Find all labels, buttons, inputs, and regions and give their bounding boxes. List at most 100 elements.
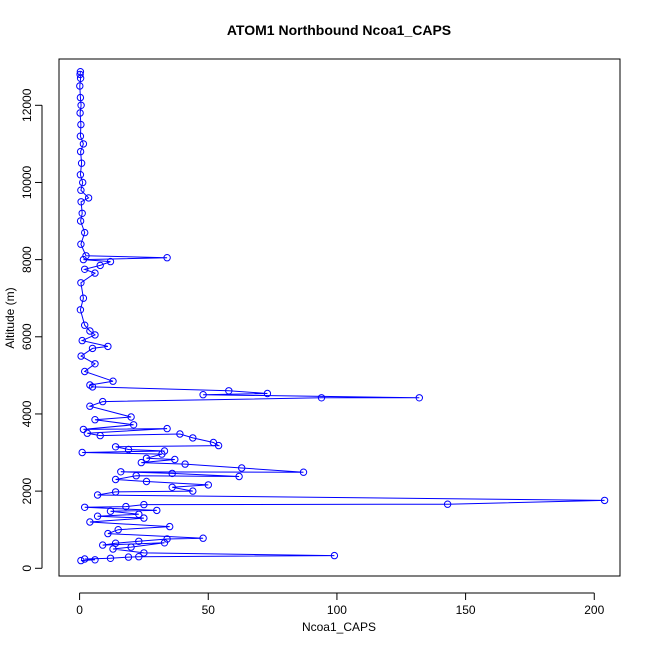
data-point [166, 522, 174, 531]
data-point [158, 450, 166, 458]
data-point [135, 510, 143, 518]
data-point [91, 331, 99, 339]
data-point [91, 556, 99, 564]
data-point [114, 526, 122, 534]
data-point [299, 468, 308, 476]
data-point [79, 140, 88, 148]
data-point [82, 252, 90, 260]
data-point [76, 109, 84, 117]
data-point [163, 424, 171, 433]
data-point [88, 383, 97, 391]
data-point [79, 294, 88, 302]
data-point [77, 198, 85, 206]
data-point [91, 269, 99, 277]
data-point [77, 352, 85, 360]
data-point [77, 159, 86, 167]
data-point [443, 500, 452, 508]
x-tick-label: 150 [456, 603, 476, 617]
data-point [77, 186, 85, 194]
data-point [106, 257, 115, 266]
chart-title: ATOM1 Northbound Ncoa1_CAPS [227, 22, 451, 38]
data-point [81, 367, 89, 376]
x-tick-label: 50 [202, 603, 216, 617]
data-point [238, 464, 246, 472]
data-point [81, 228, 89, 237]
data-point [168, 483, 176, 491]
data-point [122, 502, 130, 511]
data-point [132, 472, 140, 480]
data-point [189, 434, 197, 442]
y-tick-label: 10000 [20, 165, 34, 199]
data-point [124, 445, 133, 454]
data-point [81, 555, 89, 563]
data-point [163, 535, 171, 543]
data-point [235, 472, 243, 481]
data-point [142, 477, 151, 486]
data-point [142, 454, 151, 462]
data-point [171, 455, 179, 464]
data-point [76, 82, 84, 90]
data-point [78, 336, 86, 345]
data-point [76, 306, 85, 314]
data-point [124, 553, 133, 561]
data-point [600, 496, 609, 505]
data-point [76, 74, 85, 83]
data-point [96, 431, 104, 440]
data-point [214, 441, 223, 450]
data-point [127, 543, 135, 551]
data-point [330, 551, 339, 560]
data-point [76, 217, 85, 225]
data-point [140, 549, 148, 557]
data-point [76, 147, 85, 156]
y-tick-label: 6000 [20, 323, 34, 350]
data-point [76, 132, 85, 140]
data-point [77, 120, 85, 129]
data-point [181, 460, 189, 468]
data-point [106, 554, 115, 562]
data-point [91, 416, 99, 424]
y-tick-label: 8000 [20, 246, 34, 273]
data-point [91, 360, 99, 368]
data-point [199, 391, 207, 399]
data-point [225, 387, 233, 395]
data-point [77, 556, 85, 565]
data-point [160, 539, 169, 547]
data-point [263, 389, 272, 398]
data-point [137, 458, 146, 467]
data-point [111, 475, 120, 484]
data-point [168, 469, 176, 478]
data-point [76, 93, 85, 102]
data-point [109, 545, 117, 553]
data-point [83, 429, 92, 437]
data-point [140, 514, 148, 522]
data-point [204, 481, 213, 489]
data-point [317, 394, 326, 402]
data-point [106, 507, 115, 515]
series-line [79, 71, 605, 562]
y-tick-label: 2000 [20, 477, 34, 504]
data-point [79, 255, 88, 264]
data-point [99, 397, 107, 406]
data-point [153, 506, 161, 515]
data-point [127, 413, 135, 421]
plot-frame [58, 58, 621, 577]
data-point [104, 529, 112, 538]
data-point [86, 327, 94, 335]
data-point [140, 500, 148, 509]
data-point [78, 209, 86, 218]
x-tick-label: 100 [327, 603, 347, 617]
data-point [77, 240, 85, 248]
data-point [199, 534, 207, 542]
data-point [77, 101, 85, 110]
data-point [81, 321, 89, 329]
y-tick-label: 4000 [20, 400, 34, 427]
data-point [81, 265, 89, 273]
data-point [79, 425, 88, 434]
data-point [129, 421, 138, 429]
data-point [111, 443, 120, 451]
data-point [76, 171, 85, 179]
data-point [88, 344, 97, 353]
data-point [135, 537, 143, 545]
x-axis-label: Ncoa1_CAPS [302, 620, 376, 634]
